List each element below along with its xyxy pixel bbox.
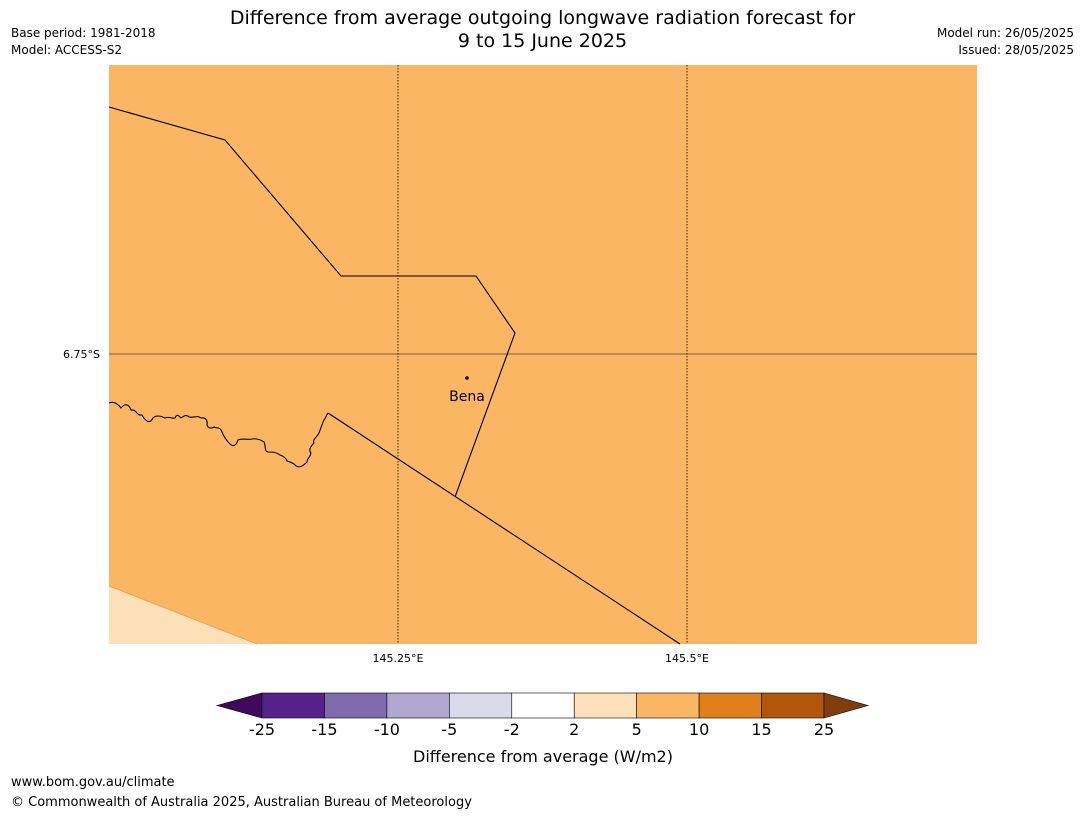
- colorbar-segment: [261, 692, 325, 719]
- colorbar-segment: [511, 692, 575, 719]
- title-line-2: 9 to 15 June 2025: [457, 30, 628, 52]
- colorbar-tick-label: 25: [814, 720, 834, 739]
- colorbar-label: Difference from average (W/m2): [413, 747, 673, 766]
- colorbar-tick-label: 5: [632, 720, 642, 739]
- meta-left: Base period: 1981-2018 Model: ACCESS-S2: [11, 25, 156, 59]
- meta-right: Model run: 26/05/2025 Issued: 28/05/2025: [937, 25, 1074, 59]
- colorbar-extend-high: [823, 692, 870, 719]
- model-run-text: Model run: 26/05/2025: [936, 26, 1074, 40]
- lower-region-edge: [108, 585, 258, 645]
- colorbar-tick-label: -25: [249, 720, 275, 739]
- colorbar-tick-label: -10: [374, 720, 400, 739]
- colorbar-extend-low: [215, 692, 263, 719]
- base-period-text: Base period: 1981-2018: [11, 26, 156, 40]
- issued-text: Issued: 28/05/2025: [958, 43, 1074, 57]
- colorbar-segment: [698, 692, 762, 719]
- colorbar-segment: [573, 692, 637, 719]
- colorbar-segment: [636, 692, 700, 719]
- lat-label: 6.75°S: [63, 348, 100, 361]
- colorbar-tick-label: -2: [504, 720, 520, 739]
- model-text: Model: ACCESS-S2: [11, 43, 123, 57]
- colorbar: -25 -15 -10 -5 -2 2 5 10 15 25: [215, 692, 870, 739]
- colorbar-segment: [449, 692, 513, 719]
- bena-marker: [465, 376, 469, 380]
- title-line-1: Difference from average outgoing longwav…: [229, 7, 856, 29]
- footer-copyright: © Commonwealth of Australia 2025, Austra…: [11, 795, 472, 810]
- colorbar-tick-label: 2: [569, 720, 579, 739]
- chart-title: Difference from average outgoing longwav…: [0, 7, 1085, 53]
- colorbar-segment: [324, 692, 388, 719]
- map-panel: [109, 65, 977, 644]
- colorbar-segment: [761, 692, 825, 719]
- footer-url[interactable]: www.bom.gov.au/climate: [11, 775, 175, 790]
- lon-label-145-25: 145.25°E: [373, 652, 424, 665]
- colorbar-tick-label: 15: [751, 720, 771, 739]
- province-border-southwest: [108, 401, 329, 468]
- colorbar-tick-label: -15: [311, 720, 337, 739]
- province-border: [108, 106, 516, 498]
- lon-label-145-5: 145.5°E: [665, 652, 709, 665]
- colorbar-tick-label: -5: [441, 720, 457, 739]
- province-border-southeast: [327, 412, 681, 645]
- colorbar-tick-label: 10: [689, 720, 709, 739]
- colorbar-segment: [386, 692, 450, 719]
- bena-label: Bena: [449, 389, 485, 405]
